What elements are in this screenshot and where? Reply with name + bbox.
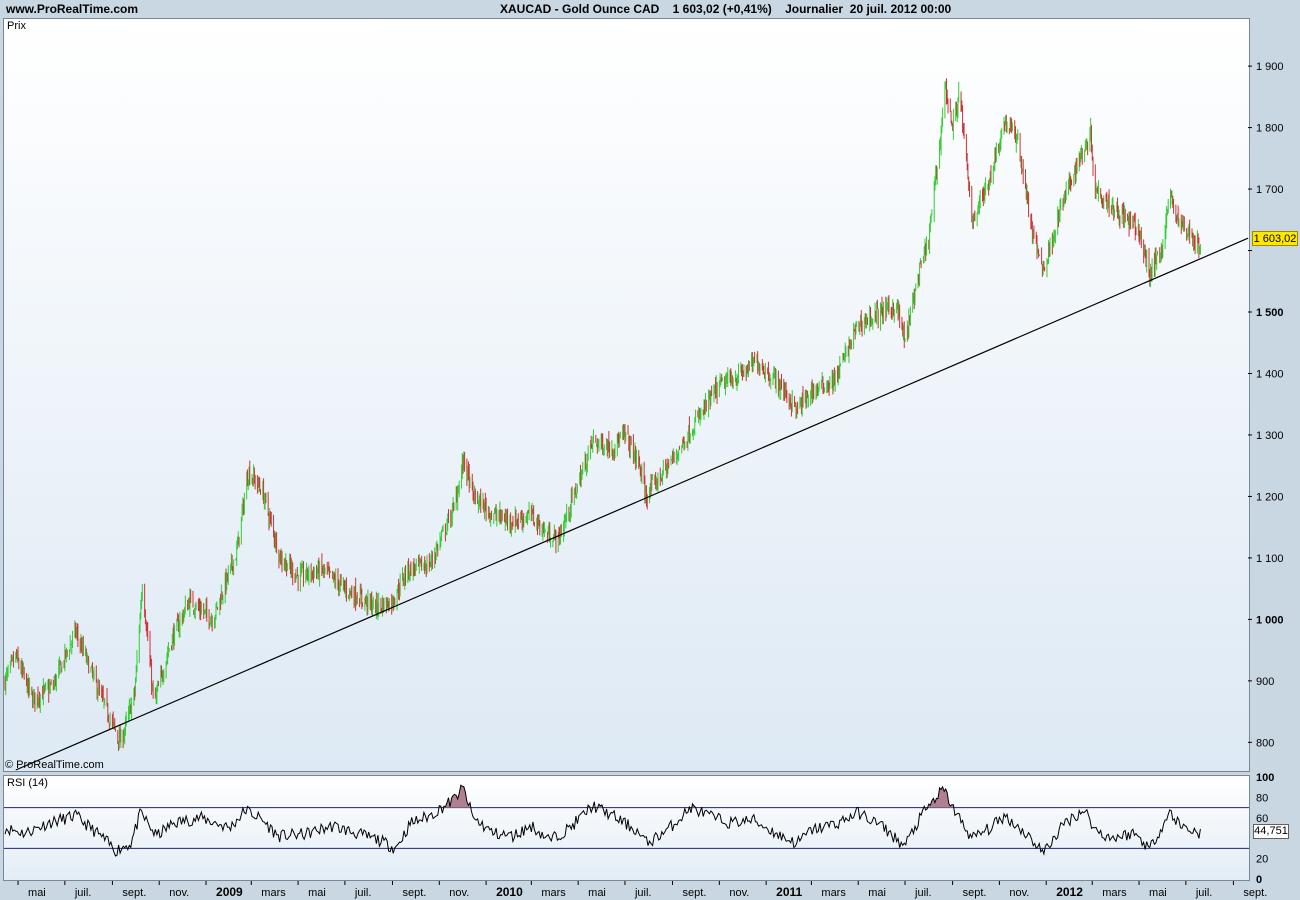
x-tick-label: sept. xyxy=(122,887,146,899)
rsi-y-tick-label: 20 xyxy=(1256,854,1268,866)
rsi-line xyxy=(4,784,1201,857)
rsi-overbought-area xyxy=(443,785,470,808)
rsi-panel-label: RSI (14) xyxy=(7,777,48,789)
support-trendline xyxy=(15,237,1249,771)
title-bar: www.ProRealTime.com XAUCAD - Gold Ounce … xyxy=(0,0,1300,18)
rsi-y-tick-label: 60 xyxy=(1256,813,1268,825)
price-y-tick-label: 900 xyxy=(1256,676,1274,688)
x-tick-label: mai xyxy=(308,887,326,899)
x-tick-label: mars xyxy=(821,887,846,899)
price-y-tick-label: 1 300 xyxy=(1256,430,1284,442)
x-tick-label: sept. xyxy=(1243,887,1267,899)
price-panel-label: Prix xyxy=(7,20,26,32)
x-tick-label: 2009 xyxy=(216,885,243,899)
price-y-tick-label: 1 400 xyxy=(1256,368,1284,380)
rsi-overbought-area xyxy=(598,804,602,808)
x-tick-label: juil. xyxy=(914,887,932,899)
copyright-text: © ProRealTime.com xyxy=(5,759,104,771)
x-tick-label: mai xyxy=(868,887,886,899)
x-tick-label: mai xyxy=(28,887,46,899)
x-tick-label: nov. xyxy=(169,887,189,899)
x-tick-label: mars xyxy=(1102,887,1127,899)
x-tick-label: nov. xyxy=(729,887,749,899)
x-tick-label: sept. xyxy=(402,887,426,899)
last-rsi-badge: 44,751 xyxy=(1253,824,1289,839)
x-tick-label: mai xyxy=(1149,887,1167,899)
x-tick-label: nov. xyxy=(1009,887,1029,899)
rsi-y-tick-label: 0 xyxy=(1256,874,1262,886)
price-y-tick-label: 800 xyxy=(1256,737,1274,749)
x-tick-label: juil. xyxy=(74,887,92,899)
price-y-tick-label: 1 100 xyxy=(1256,553,1284,565)
x-tick-label: 2012 xyxy=(1056,885,1083,899)
price-y-tick-label: 1 200 xyxy=(1256,491,1284,503)
price-y-tick-label: 1 900 xyxy=(1256,61,1284,73)
x-tick-label: sept. xyxy=(963,887,987,899)
x-tick-label: mai xyxy=(588,887,606,899)
chart-header: XAUCAD - Gold Ounce CAD 1 603,02 (+0,41%… xyxy=(500,2,952,16)
x-tick-label: 2011 xyxy=(776,885,802,899)
x-tick-label: juil. xyxy=(634,887,652,899)
price-panel[interactable] xyxy=(3,18,1250,772)
price-y-tick-label: 1 500 xyxy=(1256,307,1284,319)
x-tick-label: 2010 xyxy=(496,885,523,899)
price-y-tick-label: 1 000 xyxy=(1256,614,1284,626)
rsi-y-tick-label: 80 xyxy=(1256,792,1268,804)
x-tick-label: mars xyxy=(541,887,566,899)
x-tick-label: mars xyxy=(261,887,286,899)
price-y-tick-label: 1 700 xyxy=(1256,184,1284,196)
rsi-y-tick-label: 100 xyxy=(1256,772,1274,784)
last-price-badge: 1 603,02 xyxy=(1252,231,1298,246)
x-tick-label: juil. xyxy=(354,887,372,899)
x-tick-label: sept. xyxy=(683,887,707,899)
rsi-overbought-area xyxy=(928,786,954,808)
price-y-tick-label: 1 800 xyxy=(1256,123,1284,135)
site-name[interactable]: www.ProRealTime.com xyxy=(6,2,139,16)
x-tick-label: juil. xyxy=(1195,887,1213,899)
x-tick-label: nov. xyxy=(449,887,469,899)
